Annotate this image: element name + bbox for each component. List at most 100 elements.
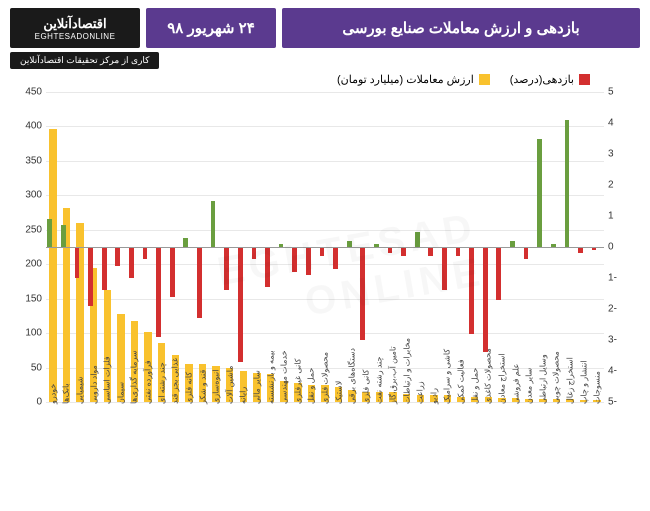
x-label: انبوه‌سازی (212, 370, 221, 404)
x-label: کاشی و سرامیک (443, 349, 452, 404)
return-bar (61, 225, 66, 247)
x-label: استخراج زغال (565, 357, 574, 404)
return-bar (47, 219, 52, 247)
x-label: رادیو (429, 388, 438, 404)
axis-right: -5-4-3-2-1012345 (606, 92, 640, 402)
legend-return-swatch (579, 74, 590, 85)
logo: اقتصادآنلاین EGHTESADONLINE (10, 8, 140, 48)
x-label: انتشار و چاپ (579, 360, 588, 404)
ytick-left: 300 (25, 190, 42, 201)
x-label: محصولات چوبی (552, 351, 561, 404)
ytick-left: 350 (25, 155, 42, 166)
return-bar (428, 247, 433, 256)
x-label: قند و شکر (198, 370, 207, 404)
x-label: چند رشته ای (157, 362, 166, 404)
x-label: سیمان (116, 382, 125, 404)
x-label: محصولات فلزی (320, 352, 329, 404)
x-label: ماشین آلات (225, 366, 234, 404)
return-bar (129, 247, 134, 278)
return-bar (143, 247, 148, 259)
x-axis-labels: خودروبانک‌هاشیمیاییمواد داروییفلزات اساس… (46, 402, 604, 462)
x-label: محصولات کاغذی (484, 348, 493, 404)
x-label: شیمیایی (76, 377, 85, 405)
ytick-left: 200 (25, 259, 42, 270)
subtitle: کاری از مرکز تحقیقات اقتصادآنلاین (10, 52, 159, 69)
x-label: حمل و نقل (307, 368, 316, 404)
return-bar (211, 201, 216, 248)
return-bar (565, 120, 570, 247)
x-label: سایر معدن (525, 368, 534, 404)
return-bar (401, 247, 406, 256)
ytick-right: 3 (608, 149, 614, 160)
ytick-right: 0 (608, 242, 614, 253)
return-bar (469, 247, 474, 334)
legend-return-label: بازدهی(درصد) (510, 73, 574, 86)
return-bar (483, 247, 488, 352)
return-bar (415, 232, 420, 248)
return-bar (183, 238, 188, 247)
x-label: سایر مالی (252, 370, 261, 404)
return-bar (333, 247, 338, 269)
x-label: بیمه و بازنشسته (266, 350, 275, 404)
logo-text: اقتصادآنلاین (43, 16, 106, 32)
x-label: رایانه (239, 387, 248, 404)
return-bar (102, 247, 107, 290)
ytick-right: -5 (608, 397, 617, 408)
main-title: بازدهی و ارزش معاملات صنایع بورسی (282, 8, 640, 48)
chart: 050100150200250300350400450 -5-4-3-2-101… (10, 92, 640, 462)
return-bar (456, 247, 461, 256)
date-label: ۲۴ شهریور ۹۸ (146, 8, 276, 48)
return-bar (524, 247, 529, 259)
x-label: کانی فلزی (361, 369, 370, 404)
ytick-left: 150 (25, 293, 42, 304)
x-label: مواد دارویی (89, 365, 98, 404)
x-label: فلزات اساسی (103, 356, 112, 404)
ytick-left: 450 (25, 87, 42, 98)
legend-txn-swatch (479, 74, 490, 85)
legend-txn: ارزش معاملات (میلیارد تومان) (337, 73, 490, 86)
x-label: فعالیت کمکی (457, 359, 466, 404)
x-label: سرمایه گذاری‌ها (130, 350, 139, 404)
legend-txn-label: ارزش معاملات (میلیارد تومان) (337, 73, 474, 86)
return-bar (292, 247, 297, 272)
ytick-left: 0 (36, 397, 42, 408)
ytick-right: 4 (608, 118, 614, 129)
ytick-left: 50 (31, 362, 42, 373)
ytick-right: 1 (608, 211, 614, 222)
return-bar (224, 247, 229, 290)
return-bar (306, 247, 311, 275)
return-bar (88, 247, 93, 306)
ytick-right: -2 (608, 304, 617, 315)
return-bar (360, 247, 365, 340)
return-bar (265, 247, 270, 287)
return-bar (442, 247, 447, 290)
x-label: مخابرات و ارتباطات (402, 338, 411, 404)
legend: بازدهی(درصد) ارزش معاملات (میلیارد تومان… (20, 73, 590, 86)
x-label: حمل و نقل (470, 368, 479, 404)
x-label: خودرو (48, 384, 57, 404)
ytick-left: 100 (25, 328, 42, 339)
x-label: تامین آب،برق،گاز (389, 346, 398, 404)
return-bar (197, 247, 202, 318)
ytick-right: 2 (608, 180, 614, 191)
return-bar (156, 247, 161, 337)
txn-bar (49, 129, 56, 402)
return-bar (75, 247, 80, 278)
x-label: غذایی بجز قند (171, 358, 180, 404)
x-label: چند رشته نفت (375, 357, 384, 404)
x-label: لاستیک (334, 381, 343, 404)
x-label: کانه فلزی (184, 372, 193, 404)
return-bar (238, 247, 243, 362)
x-label: وسایل ارتباطی (538, 354, 547, 404)
x-label: زراعت (416, 381, 425, 404)
ytick-left: 250 (25, 224, 42, 235)
ytick-right: 5 (608, 87, 614, 98)
return-bar (170, 247, 175, 297)
ytick-right: -1 (608, 273, 617, 284)
x-label: کانی غیرفلزی (293, 358, 302, 404)
ytick-right: -4 (608, 366, 617, 377)
return-bar (320, 247, 325, 256)
return-bar (496, 247, 501, 300)
x-label: بانک‌ها (62, 383, 71, 404)
return-bar (252, 247, 257, 259)
